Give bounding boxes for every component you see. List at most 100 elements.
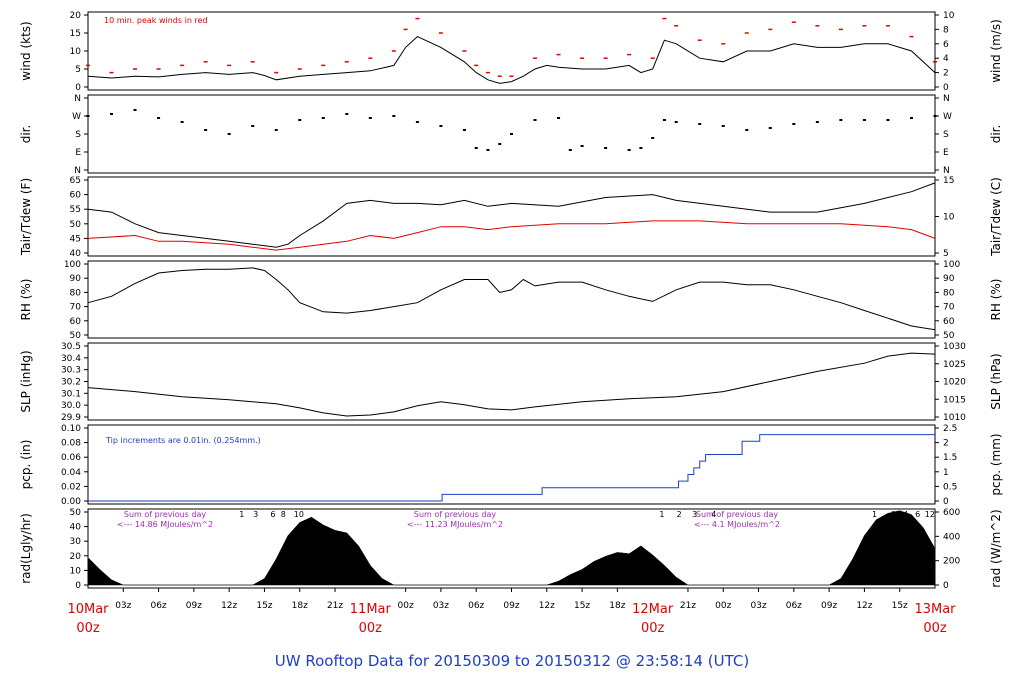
tip-increment-note: Tip increments are 0.01in. (0.254mm.) <box>105 436 261 445</box>
dir-point <box>674 121 678 123</box>
rad-left-tick-label: 40 <box>70 523 82 533</box>
dir-point <box>204 129 208 131</box>
rh-left-label: RH (%) <box>19 279 33 321</box>
dir-point <box>110 113 114 115</box>
slp-right-tick-label: 1010 <box>943 413 966 423</box>
rh-right-tick-label: 70 <box>943 303 955 313</box>
x-date-label: 12Mar <box>632 602 674 617</box>
rad-tip-label: 8 <box>281 510 286 519</box>
wind-left-tick-label: 0 <box>75 83 81 93</box>
x-tick-label: 00z <box>398 601 414 611</box>
dir-right-tick-label: N <box>943 94 950 104</box>
rad-tip-label: 10 <box>294 510 304 519</box>
x-tick-label: 06z <box>150 601 166 611</box>
x-tick-label: 03z <box>115 601 131 611</box>
x-tick-label: 09z <box>186 601 202 611</box>
peak-wind-note: 10 min. peak winds in red <box>104 16 208 25</box>
dir-point <box>510 133 513 135</box>
x-tick-label: 15z <box>892 601 908 611</box>
rad-left-tick-label: 10 <box>70 566 82 576</box>
rh-right-tick-label: 50 <box>943 331 955 341</box>
slp-panel: SLP (inHg) SLP (hPa) 29.9 30.0 30.130.2 30.3 3… <box>19 342 1003 423</box>
x-date-hour: 00z <box>359 621 383 636</box>
temp-left-tick-label: 65 <box>70 176 81 186</box>
dir-point <box>651 137 655 139</box>
slp-right-tick-label: 1025 <box>943 360 966 370</box>
x-date-label: 13Mar <box>914 602 956 617</box>
dir-point <box>839 119 843 121</box>
rad-tip-label: 1 <box>872 510 877 519</box>
x-date-label: 10Mar <box>67 602 109 617</box>
dir-point <box>909 117 913 119</box>
dir-right-label: dir. <box>989 125 1003 144</box>
rad-tip-label: 6 <box>270 510 275 519</box>
x-tick-label: 18z <box>609 601 625 611</box>
dir-right-tick-label: W <box>943 112 952 122</box>
tair-series-line <box>87 182 936 248</box>
rh-left-tick-label: 70 <box>70 303 82 313</box>
wind-right-tick-label: 2 <box>943 69 949 79</box>
rad-tip-label: 2 <box>677 510 682 519</box>
rh-right-tick-label: 60 <box>943 317 955 327</box>
x-tick-label: 12z <box>856 601 872 611</box>
dir-point <box>662 119 666 121</box>
pcp-left-label: pcp. (in) <box>19 440 33 490</box>
pcp-left-tick-label: 0.08 <box>61 439 81 449</box>
temp-left-tick-label: 50 <box>70 220 82 230</box>
rad-right-label: rad (W/m^2) <box>989 509 1003 587</box>
x-tick-label: 21z <box>327 601 343 611</box>
dir-point <box>639 147 643 149</box>
wind-right-label: wind (m/s) <box>989 19 1003 83</box>
rh-panel: RH (%) RH (%) 50 60 70 80 90 100 50 60 70 80 90 100 <box>19 260 1003 341</box>
dir-point <box>321 117 325 119</box>
wind-right-tick-label: 10 <box>943 11 955 21</box>
dir-point <box>486 149 490 151</box>
dir-point <box>415 121 419 123</box>
slp-left-tick-label: 30.5 <box>61 342 81 352</box>
dir-point <box>533 119 537 121</box>
rad-right-tick-label: 600 <box>943 508 960 518</box>
dir-point <box>157 117 161 119</box>
temp-right-tick-label: 5 <box>943 249 949 259</box>
temp-right-tick-label: 10 <box>943 213 955 223</box>
wind-right-tick-label: 8 <box>943 25 949 35</box>
x-date-hour: 00z <box>76 621 100 636</box>
pcp-left-tick-label: 0.00 <box>61 497 81 507</box>
dir-point <box>580 145 584 147</box>
wind-frame <box>87 11 936 91</box>
dir-point <box>627 149 631 151</box>
dir-point <box>86 115 90 117</box>
x-tick-label: 18z <box>292 601 308 611</box>
x-date-hour: 00z <box>641 621 665 636</box>
slp-left-tick-label: 30.1 <box>61 389 81 399</box>
pcp-right-label: pcp. (mm) <box>989 433 1003 495</box>
rad-tip-label: 3 <box>253 510 258 519</box>
dir-point <box>298 119 302 121</box>
dir-point <box>768 127 772 129</box>
pcp-series-line <box>88 434 935 502</box>
temp-left-tick-label: 45 <box>70 234 81 244</box>
rad-tip-label: 4 <box>903 510 908 519</box>
x-tick-label: 00z <box>715 601 731 611</box>
rad-tip-label: 12 <box>925 510 935 519</box>
rh-frame <box>87 260 936 339</box>
slp-series-line <box>87 352 936 417</box>
dir-point <box>721 125 725 127</box>
rh-left-tick-label: 80 <box>70 288 82 298</box>
pcp-frame <box>87 424 936 505</box>
rad-annotation-line1: Sum of previous day <box>124 510 206 519</box>
dir-left-tick-label: E <box>75 148 81 158</box>
dir-right-tick-label: E <box>943 148 949 158</box>
rad-tip-label: 3 <box>692 510 697 519</box>
x-tick-label: 15z <box>574 601 590 611</box>
rh-right-tick-label: 80 <box>943 288 955 298</box>
x-date-hour: 00z <box>923 621 947 636</box>
rh-left-tick-label: 60 <box>70 317 82 327</box>
slp-left-tick-label: 29.9 <box>61 413 81 423</box>
pcp-right-tick-label: 0 <box>943 497 949 507</box>
x-tick-label: 03z <box>750 601 766 611</box>
pcp-right-tick-label: 1 <box>943 468 949 478</box>
x-tick-label: 06z <box>786 601 802 611</box>
rad-annotation-line1: Sum of previous day <box>414 510 496 519</box>
